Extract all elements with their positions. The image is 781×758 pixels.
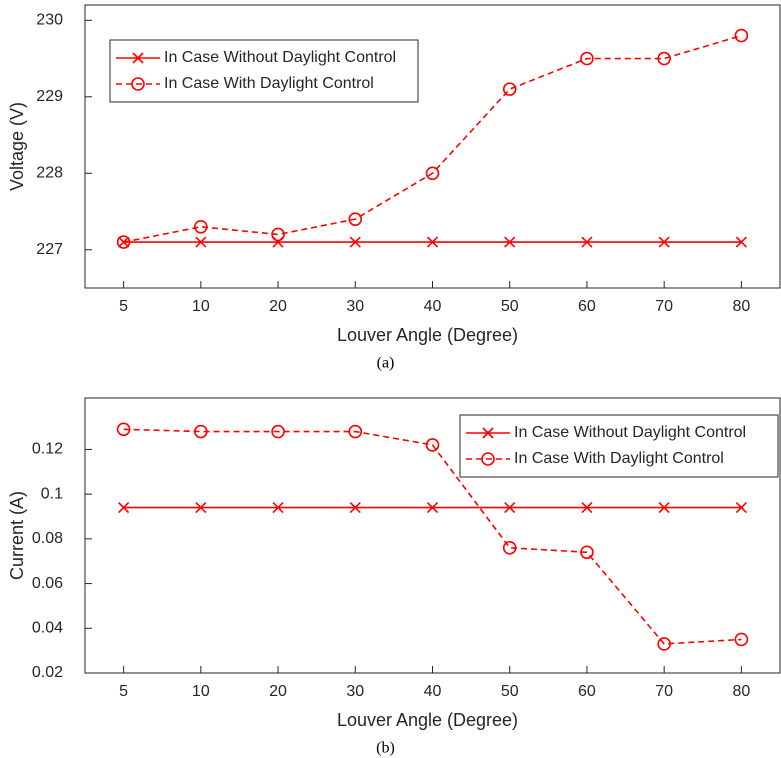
y-axis-label: Current (A) — [7, 491, 27, 580]
y-axis-label: Voltage (V) — [7, 102, 27, 191]
y-tick-label: 230 — [36, 12, 63, 29]
x-tick-label: 70 — [655, 298, 673, 315]
legend-label: In Case With Daylight Control — [164, 75, 374, 92]
marker — [195, 236, 207, 248]
legend-marker — [482, 427, 494, 439]
marker — [116, 422, 131, 437]
marker — [194, 220, 208, 234]
caption: (b) — [376, 740, 395, 757]
x-tick-label: 10 — [192, 683, 210, 700]
marker — [194, 424, 208, 439]
y-tick-label: 0.02 — [32, 664, 63, 681]
marker — [116, 235, 131, 249]
marker — [349, 236, 361, 248]
x-tick-label: 40 — [424, 683, 442, 700]
marker — [425, 166, 440, 181]
x-tick-label: 30 — [346, 298, 364, 315]
y-tick-label: 0.1 — [41, 485, 63, 502]
marker — [735, 236, 747, 248]
x-tick-label: 80 — [732, 683, 750, 700]
marker — [348, 424, 363, 439]
marker — [581, 501, 593, 514]
caption: (a) — [377, 355, 395, 372]
marker — [502, 540, 517, 555]
x-tick-label: 30 — [346, 683, 364, 700]
x-tick-label: 5 — [119, 298, 128, 315]
legend-marker — [132, 52, 144, 64]
x-tick-label: 60 — [578, 683, 596, 700]
legend-label: In Case Without Daylight Control — [164, 49, 396, 66]
marker — [735, 501, 747, 514]
marker — [271, 424, 285, 439]
x-axis-label: Louver Angle (Degree) — [337, 325, 518, 345]
marker — [272, 501, 284, 514]
x-tick-label: 60 — [578, 298, 596, 315]
x-tick-label: 20 — [269, 298, 287, 315]
y-tick-label: 228 — [36, 164, 63, 181]
y-tick-label: 229 — [36, 88, 63, 105]
marker — [425, 438, 440, 452]
marker — [426, 236, 439, 248]
legend-label: In Case With Daylight Control — [514, 450, 724, 467]
marker — [658, 236, 670, 248]
marker — [118, 236, 130, 248]
y-tick-label: 0.12 — [32, 441, 63, 458]
y-tick-label: 0.08 — [32, 530, 63, 547]
marker — [504, 501, 516, 514]
legend-marker — [481, 452, 495, 466]
x-axis-label: Louver Angle (Degree) — [337, 710, 518, 730]
marker — [734, 632, 749, 647]
x-tick-label: 10 — [192, 298, 210, 315]
x-tick-label: 5 — [119, 683, 128, 700]
marker — [581, 236, 593, 248]
marker — [271, 227, 285, 242]
x-tick-label: 70 — [655, 683, 673, 700]
legend-label: In Case Without Daylight Control — [514, 424, 746, 441]
legend-marker — [131, 77, 145, 91]
x-tick-label: 80 — [732, 298, 750, 315]
marker — [195, 501, 207, 514]
legend — [459, 414, 779, 478]
marker — [580, 545, 594, 560]
series-line — [123, 428, 742, 645]
y-tick-label: 0.06 — [32, 575, 63, 592]
x-tick-label: 50 — [501, 683, 519, 700]
marker — [580, 51, 594, 66]
marker — [504, 236, 516, 248]
series-line — [123, 34, 742, 243]
y-tick-label: 227 — [36, 241, 63, 258]
x-tick-label: 20 — [269, 683, 287, 700]
marker — [657, 51, 671, 66]
marker — [426, 501, 439, 514]
x-tick-label: 50 — [501, 298, 519, 315]
marker — [734, 28, 749, 43]
marker — [349, 501, 361, 514]
marker — [348, 212, 363, 226]
marker — [657, 637, 671, 651]
x-tick-label: 40 — [424, 298, 442, 315]
y-tick-label: 0.04 — [32, 620, 63, 637]
legend — [109, 39, 419, 103]
marker — [502, 82, 517, 96]
marker — [118, 501, 130, 514]
marker — [658, 501, 670, 514]
